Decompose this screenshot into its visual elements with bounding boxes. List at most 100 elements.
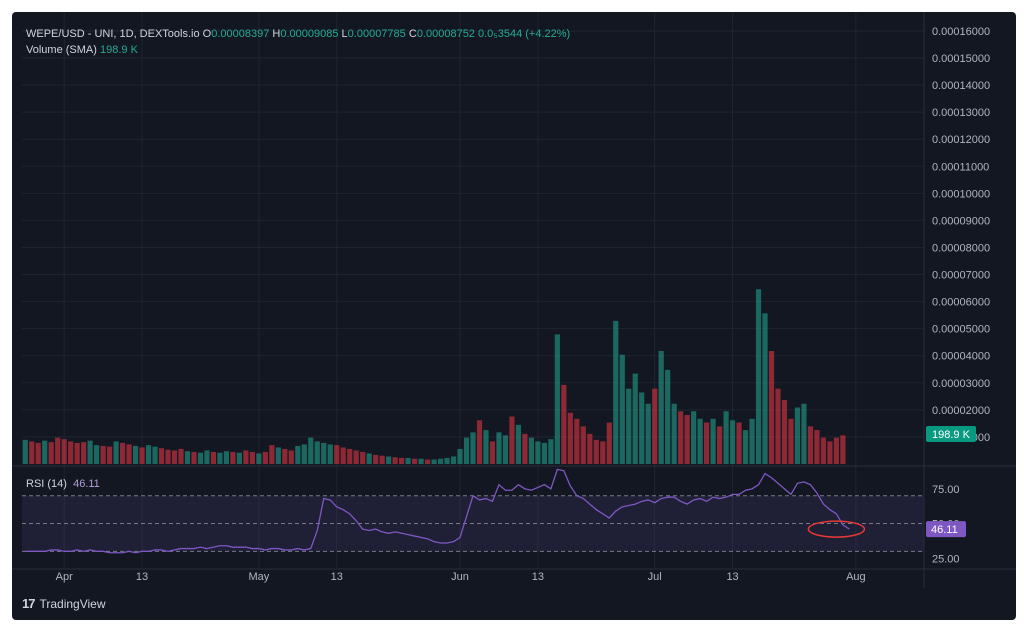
volume-bar	[794, 407, 801, 464]
volume-bar	[587, 433, 593, 464]
volume-bar	[476, 420, 483, 464]
volume-bar	[684, 415, 690, 464]
volume-bar	[275, 447, 281, 464]
volume-bar	[55, 437, 61, 464]
rsi-legend: RSI (14) 46.11	[26, 478, 100, 490]
price-tick-label: 0.00014000	[932, 80, 990, 92]
brand-name: TradingView	[39, 596, 106, 611]
volume-bar	[35, 442, 41, 464]
volume-bar	[658, 351, 664, 464]
volume-bar	[775, 388, 781, 464]
volume-bar	[314, 441, 320, 464]
volume-bar	[496, 432, 502, 464]
volume-bar	[373, 454, 379, 464]
volume-bar	[340, 447, 346, 464]
time-tick-label: Aug	[846, 571, 866, 583]
volume-bar	[184, 451, 191, 464]
price-tick-label: 0.00002000	[932, 405, 990, 417]
volume-bar	[522, 433, 528, 464]
price-tick-label: 0.00009000	[932, 215, 990, 227]
volume-bar	[489, 441, 496, 464]
rsi-value-tag	[926, 521, 966, 538]
volume-bar	[347, 448, 353, 464]
price-tick-label: 0.00016000	[932, 26, 990, 38]
volume-bar	[353, 450, 359, 464]
volume-bar	[139, 447, 145, 464]
volume-bar	[574, 418, 580, 464]
volume-bar	[68, 441, 74, 464]
price-tick-label: 0.00012000	[932, 134, 990, 146]
volume-bar	[606, 422, 612, 464]
volume-bar	[827, 441, 833, 464]
volume-bar	[217, 452, 223, 464]
volume-bar	[119, 442, 126, 464]
volume-bar	[678, 411, 684, 464]
tradingview-logo-icon[interactable]: 17	[22, 596, 36, 611]
price-tick-label: 0.00007000	[932, 270, 990, 282]
axes: 0.00016000 0.00015000 0.00014000 0.00013000…	[12, 12, 1016, 588]
volume-bar	[437, 458, 444, 464]
ohlc-legend: WEPE/USD - UNI, 1D, DEXTools.io O0.00008…	[26, 28, 570, 40]
volume-bar	[386, 456, 392, 464]
volume-bar	[593, 439, 599, 464]
volume-bar	[334, 445, 340, 464]
volume-bar	[645, 403, 651, 464]
volume-bar	[424, 459, 431, 464]
ohlc-close: C0.00008752	[408, 28, 475, 40]
chart-frame: support zone 0.0001249 0.000160000.00015…	[12, 12, 1016, 620]
volume-bar	[249, 451, 255, 464]
volume-bar	[723, 411, 729, 464]
volume-bar	[457, 448, 463, 464]
volume-tag-label: 198.9 K	[932, 429, 971, 441]
ohlc-open: O0.00008397	[202, 28, 270, 40]
volume-bar	[463, 437, 470, 464]
volume-legend: Volume (SMA) 198.9 K	[26, 44, 138, 56]
time-tick-label: Jul	[648, 571, 662, 583]
volume-bar	[502, 435, 509, 464]
volume-bar	[652, 388, 658, 464]
volume-bar	[243, 450, 249, 464]
volume-bar	[412, 458, 418, 464]
volume-bar	[820, 437, 827, 464]
volume-bar	[626, 388, 632, 464]
ohlc-high: H0.00009085	[272, 28, 339, 40]
price-tick-label: 0.00004000	[932, 351, 990, 363]
volume-bar	[619, 354, 625, 464]
chart-canvas[interactable]: support zone 0.0001249 0.000160000.00015…	[12, 12, 1016, 620]
rsi-value: 46.11	[73, 478, 100, 490]
volume-tag	[926, 426, 976, 442]
volume-bar	[100, 445, 106, 464]
volume-bar	[230, 451, 236, 464]
volume-bar	[515, 424, 522, 464]
volume-bar	[61, 439, 67, 464]
volume-bar	[781, 399, 788, 464]
volume-bar	[450, 456, 457, 464]
volume-bar	[81, 442, 87, 464]
time-tick-label: May	[248, 571, 269, 583]
volume-label: Volume (SMA)	[26, 44, 97, 56]
volume-bar	[399, 457, 405, 464]
volume-bar	[671, 403, 677, 464]
time-tick-label: Jun	[451, 571, 469, 583]
volume-bar	[145, 445, 152, 464]
ohlc-low: L0.00007785	[341, 28, 406, 40]
volume-bar	[379, 455, 385, 464]
price-tick-label: 0.00008000	[932, 242, 990, 254]
volume-bar	[178, 448, 184, 464]
volume-bar	[171, 450, 178, 464]
volume-bar	[742, 430, 749, 464]
volume-bar	[366, 453, 372, 464]
volume-bar	[48, 442, 54, 464]
volume-bar	[833, 437, 839, 464]
symbol-title: WEPE/USD - UNI, 1D, DEXTools.io	[26, 28, 200, 40]
price-tick-label: 0.00010000	[932, 188, 990, 200]
volume-bar	[308, 437, 314, 464]
volume-bar	[236, 452, 242, 464]
volume-bar	[210, 451, 217, 464]
volume-bar	[567, 412, 573, 464]
volume-bar	[431, 459, 437, 464]
volume-bar	[697, 418, 703, 464]
volume-bar	[22, 439, 28, 464]
volume-bar	[107, 446, 113, 464]
volume-bar	[132, 445, 139, 464]
